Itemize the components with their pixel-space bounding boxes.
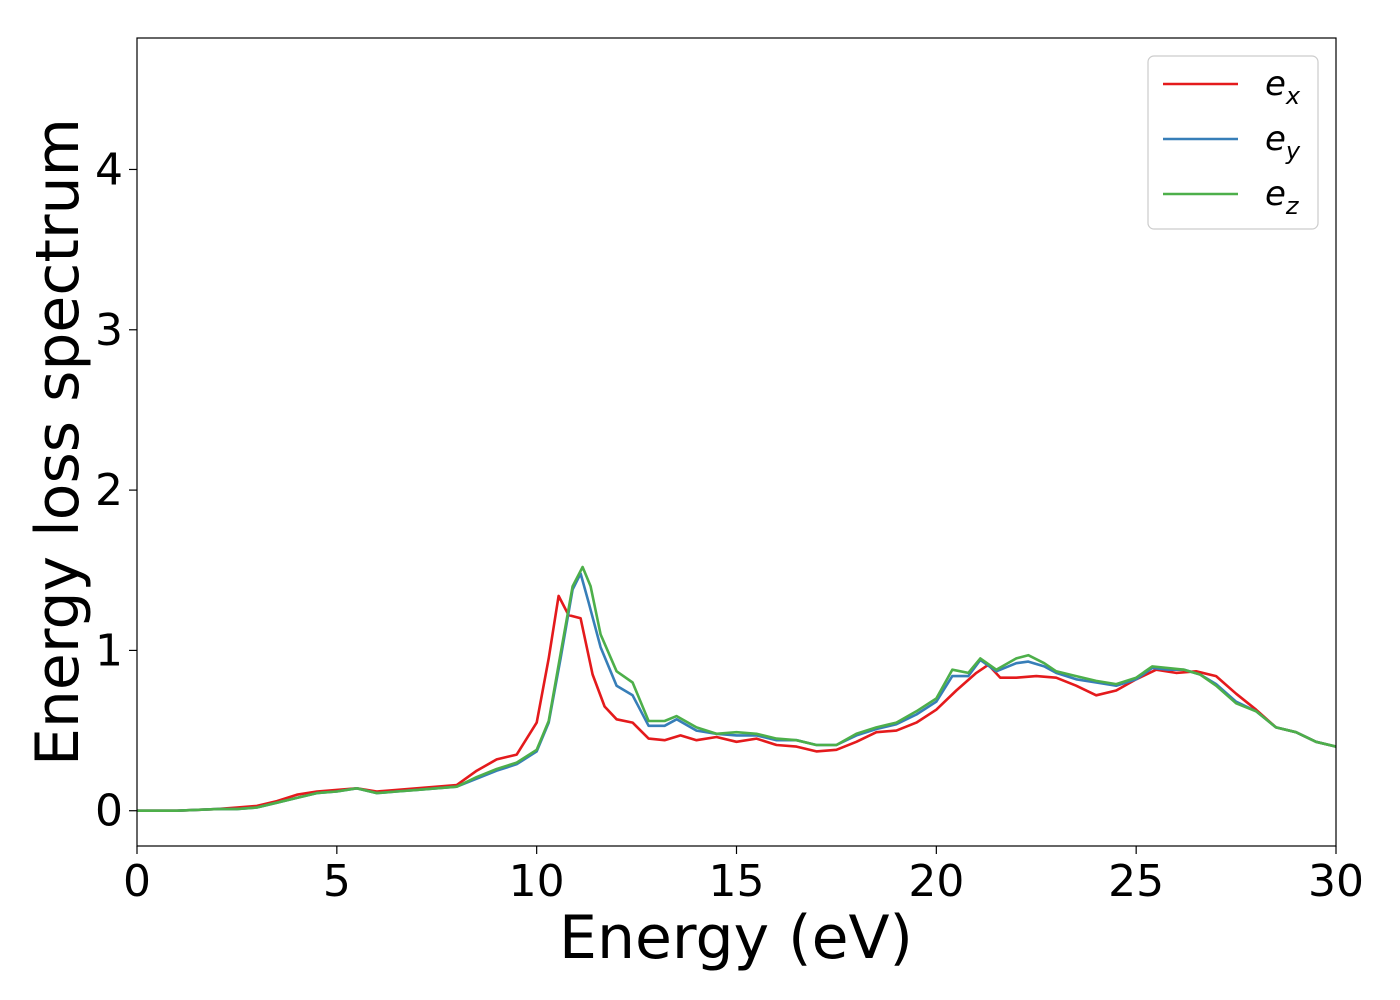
legend: ex ey ez	[1147, 55, 1319, 230]
y-tick-label: 3	[95, 305, 123, 356]
legend-box	[1147, 55, 1319, 230]
x-tick-label: 0	[123, 856, 151, 907]
x-tick-label: 15	[709, 856, 765, 907]
y-tick-label: 1	[95, 625, 123, 676]
x-axis: 0 5 10 15 20 25 30	[123, 846, 1364, 907]
x-axis-title: Energy (eV)	[559, 903, 913, 973]
x-tick-label: 5	[323, 856, 351, 907]
legend-label-y: ey	[1265, 119, 1301, 165]
x-tick-label: 30	[1308, 856, 1364, 907]
series-line-y	[137, 572, 1336, 813]
x-tick-label: 25	[1108, 856, 1164, 907]
x-tick-label: 20	[908, 856, 964, 907]
y-tick-label: 4	[95, 144, 123, 195]
legend-label-z: ez	[1265, 174, 1300, 220]
y-axis-title: Energy loss spectrum	[23, 118, 93, 766]
x-tick-label: 10	[509, 856, 565, 907]
y-axis: 0 1 2 3 4	[95, 144, 137, 837]
series-line-x	[137, 594, 1336, 813]
legend-entries: ex ey ez	[1163, 64, 1301, 220]
series-layer	[137, 565, 1336, 813]
legend-label-x: ex	[1265, 64, 1301, 110]
y-tick-label: 2	[95, 465, 123, 516]
series-line-z	[137, 565, 1336, 813]
y-tick-label: 0	[95, 786, 123, 837]
